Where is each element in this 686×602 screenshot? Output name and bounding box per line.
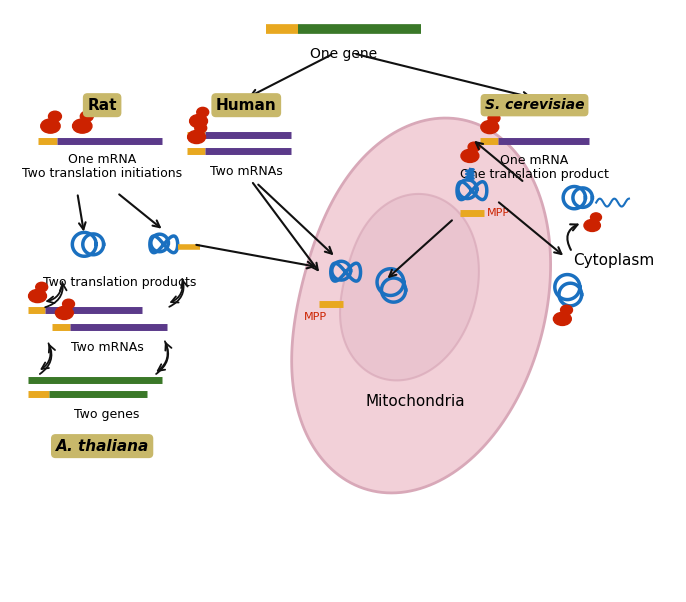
Text: Two genes: Two genes: [74, 408, 140, 421]
Ellipse shape: [73, 119, 92, 133]
Text: Two translation initiations: Two translation initiations: [22, 167, 182, 180]
Text: MPP: MPP: [487, 208, 510, 217]
Polygon shape: [292, 118, 551, 493]
Text: S. cerevisiae: S. cerevisiae: [485, 98, 584, 112]
Text: One mRNA: One mRNA: [68, 153, 137, 166]
Ellipse shape: [584, 220, 600, 232]
Text: Two translation products: Two translation products: [43, 276, 197, 289]
Ellipse shape: [481, 120, 499, 134]
Ellipse shape: [554, 312, 571, 326]
Ellipse shape: [40, 119, 60, 133]
Ellipse shape: [461, 149, 479, 163]
Text: A. thaliana: A. thaliana: [56, 439, 149, 454]
Ellipse shape: [62, 299, 75, 309]
Text: Two mRNAs: Two mRNAs: [210, 165, 283, 178]
Ellipse shape: [29, 290, 47, 303]
Ellipse shape: [49, 111, 62, 122]
Ellipse shape: [195, 123, 206, 133]
Ellipse shape: [488, 113, 500, 123]
Ellipse shape: [189, 114, 207, 128]
Polygon shape: [340, 194, 479, 380]
Ellipse shape: [591, 213, 602, 222]
Text: Rat: Rat: [87, 98, 117, 113]
Text: Cytoplasm: Cytoplasm: [573, 253, 654, 268]
Text: MPP: MPP: [305, 312, 327, 322]
Text: One mRNA: One mRNA: [500, 154, 569, 167]
Text: Two mRNAs: Two mRNAs: [71, 341, 143, 354]
Text: One translation product: One translation product: [460, 168, 609, 181]
Ellipse shape: [56, 306, 73, 320]
Text: One gene: One gene: [310, 46, 377, 61]
Ellipse shape: [36, 282, 47, 292]
Text: Human: Human: [216, 98, 276, 113]
Text: Mitochondria: Mitochondria: [366, 394, 465, 409]
Ellipse shape: [197, 107, 209, 117]
Ellipse shape: [80, 111, 93, 122]
Ellipse shape: [560, 305, 573, 315]
Ellipse shape: [468, 142, 480, 152]
Ellipse shape: [187, 131, 206, 143]
